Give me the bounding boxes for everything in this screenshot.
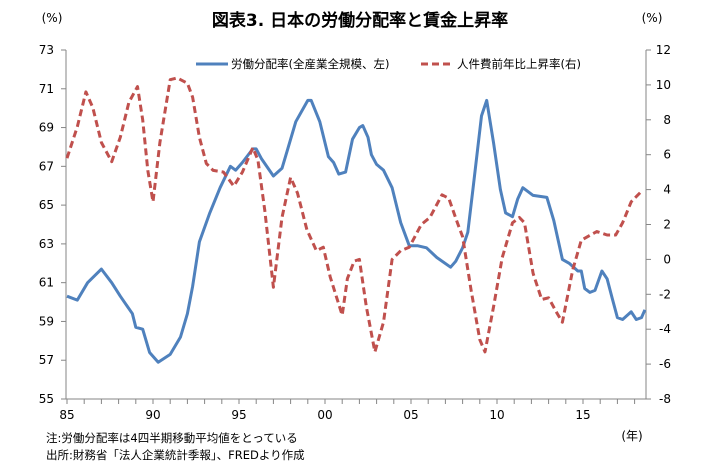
left-axis-tick-label: 65: [39, 198, 54, 212]
right-axis-tick-label: 6: [663, 148, 671, 162]
left-axis-tick-label: 55: [39, 392, 54, 406]
x-axis-tick-label: 00: [317, 408, 332, 422]
right-axis-tick-label: -6: [659, 357, 671, 371]
left-axis-unit: (%): [42, 11, 63, 25]
right-axis-tick-label: 4: [663, 183, 671, 197]
left-axis-tick-label: 71: [39, 82, 54, 96]
labor-share-line: [66, 98, 647, 364]
wage-growth-line: [65, 76, 643, 354]
right-axis-tick-label: -8: [659, 392, 671, 406]
x-axis-unit: (年): [621, 429, 642, 443]
left-axis-tick-label: 59: [39, 314, 54, 328]
x-axis-tick-label: 15: [575, 408, 590, 422]
right-axis-tick-label: 12: [656, 43, 671, 57]
x-axis-tick-label: 85: [59, 408, 74, 422]
right-axis-tick-label: 8: [663, 113, 671, 127]
legend: 労働分配率(全産業全規模、左) 人件費前年比上昇率(右): [196, 57, 581, 71]
left-axis-tick-label: 61: [39, 276, 54, 290]
right-axis-tick-label: 2: [663, 218, 671, 232]
x-axis-tick-label: 90: [145, 408, 160, 422]
left-axis-tick-label: 67: [39, 159, 54, 173]
right-axis-tick-label: 10: [656, 78, 671, 92]
right-axis-unit: (%): [642, 11, 663, 25]
left-axis-tick-label: 73: [39, 43, 54, 57]
x-axis-tick-label: 95: [231, 408, 246, 422]
footnote: 注:労働分配率は4四半期移動平均値をとっている: [46, 431, 298, 445]
right-axis-tick-label: -4: [659, 322, 671, 336]
right-axis-tick-label: -2: [659, 287, 671, 301]
left-axis-tick-label: 63: [39, 237, 54, 251]
left-axis-tick-label: 69: [39, 121, 54, 135]
chart-title: 図表3. 日本の労働分配率と賃金上昇率: [212, 10, 508, 31]
source-note: 出所:財務省「法人企業統計季報」、FREDより作成: [46, 448, 305, 462]
legend-label-wage-growth: 人件費前年比上昇率(右): [457, 57, 581, 71]
left-axis-tick-label: 57: [39, 353, 54, 367]
x-axis-tick-label: 05: [403, 408, 418, 422]
x-axis-tick-label: 10: [489, 408, 504, 422]
right-axis-tick-label: 0: [663, 252, 671, 266]
legend-label-labor-share: 労働分配率(全産業全規模、左): [231, 57, 389, 71]
